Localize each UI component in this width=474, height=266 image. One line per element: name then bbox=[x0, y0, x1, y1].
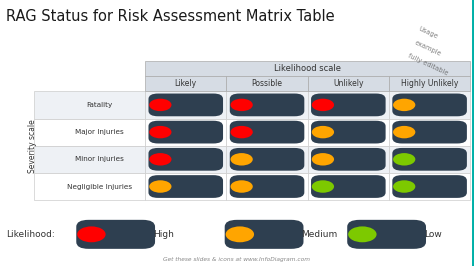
FancyBboxPatch shape bbox=[230, 94, 304, 116]
Text: Unlikely: Unlikely bbox=[333, 79, 364, 88]
Text: Severity scale: Severity scale bbox=[27, 119, 36, 173]
Circle shape bbox=[230, 180, 253, 193]
FancyBboxPatch shape bbox=[35, 91, 145, 119]
FancyBboxPatch shape bbox=[308, 76, 389, 91]
Text: Major Injuries: Major Injuries bbox=[75, 129, 124, 135]
FancyBboxPatch shape bbox=[225, 220, 303, 249]
FancyBboxPatch shape bbox=[227, 76, 308, 91]
Circle shape bbox=[393, 153, 415, 165]
FancyBboxPatch shape bbox=[148, 175, 223, 198]
Circle shape bbox=[393, 99, 415, 111]
FancyBboxPatch shape bbox=[227, 119, 308, 146]
Circle shape bbox=[393, 180, 415, 193]
Text: Get these slides & icons at www.InfoDiagram.com: Get these slides & icons at www.InfoDiag… bbox=[164, 257, 310, 262]
Circle shape bbox=[226, 226, 254, 242]
FancyBboxPatch shape bbox=[311, 175, 386, 198]
FancyBboxPatch shape bbox=[227, 173, 308, 200]
FancyBboxPatch shape bbox=[308, 146, 389, 173]
FancyBboxPatch shape bbox=[389, 119, 470, 146]
Circle shape bbox=[230, 99, 253, 111]
FancyBboxPatch shape bbox=[389, 146, 470, 173]
FancyBboxPatch shape bbox=[145, 119, 227, 146]
Circle shape bbox=[312, 126, 334, 138]
FancyBboxPatch shape bbox=[392, 121, 467, 143]
Text: High: High bbox=[153, 230, 174, 239]
FancyBboxPatch shape bbox=[311, 148, 386, 171]
FancyBboxPatch shape bbox=[148, 121, 223, 143]
FancyBboxPatch shape bbox=[230, 121, 304, 143]
FancyBboxPatch shape bbox=[311, 121, 386, 143]
Text: Likelihood:: Likelihood: bbox=[6, 230, 55, 239]
Text: Possible: Possible bbox=[252, 79, 283, 88]
FancyBboxPatch shape bbox=[145, 146, 227, 173]
Circle shape bbox=[230, 126, 253, 138]
Circle shape bbox=[312, 153, 334, 165]
FancyBboxPatch shape bbox=[227, 91, 308, 119]
FancyBboxPatch shape bbox=[148, 94, 223, 116]
FancyBboxPatch shape bbox=[230, 148, 304, 171]
Text: Likelihood scale: Likelihood scale bbox=[274, 64, 341, 73]
FancyBboxPatch shape bbox=[230, 175, 304, 198]
Circle shape bbox=[312, 99, 334, 111]
FancyBboxPatch shape bbox=[392, 94, 467, 116]
Text: example: example bbox=[413, 40, 442, 57]
FancyBboxPatch shape bbox=[35, 173, 145, 200]
FancyBboxPatch shape bbox=[392, 148, 467, 171]
Circle shape bbox=[312, 180, 334, 193]
FancyBboxPatch shape bbox=[347, 220, 426, 249]
Circle shape bbox=[77, 226, 106, 242]
FancyBboxPatch shape bbox=[148, 148, 223, 171]
FancyBboxPatch shape bbox=[392, 175, 467, 198]
FancyBboxPatch shape bbox=[35, 146, 145, 173]
FancyBboxPatch shape bbox=[308, 91, 389, 119]
Text: Negligible Injuries: Negligible Injuries bbox=[67, 184, 132, 189]
FancyBboxPatch shape bbox=[227, 146, 308, 173]
Circle shape bbox=[230, 153, 253, 165]
FancyBboxPatch shape bbox=[145, 91, 227, 119]
FancyBboxPatch shape bbox=[145, 76, 227, 91]
Text: Minor Injuries: Minor Injuries bbox=[75, 156, 124, 162]
Circle shape bbox=[149, 153, 172, 165]
Circle shape bbox=[393, 126, 415, 138]
FancyBboxPatch shape bbox=[145, 173, 227, 200]
Circle shape bbox=[149, 126, 172, 138]
Text: Low: Low bbox=[424, 230, 442, 239]
FancyBboxPatch shape bbox=[389, 91, 470, 119]
FancyBboxPatch shape bbox=[389, 173, 470, 200]
FancyBboxPatch shape bbox=[35, 119, 145, 146]
FancyBboxPatch shape bbox=[308, 119, 389, 146]
Circle shape bbox=[348, 226, 376, 242]
FancyBboxPatch shape bbox=[389, 76, 470, 91]
Text: Usage: Usage bbox=[417, 26, 438, 40]
Circle shape bbox=[149, 180, 172, 193]
Text: Highly Unlikely: Highly Unlikely bbox=[401, 79, 458, 88]
Text: Medium: Medium bbox=[301, 230, 338, 239]
FancyBboxPatch shape bbox=[308, 173, 389, 200]
Circle shape bbox=[149, 99, 172, 111]
FancyBboxPatch shape bbox=[76, 220, 155, 249]
FancyBboxPatch shape bbox=[311, 94, 386, 116]
FancyBboxPatch shape bbox=[145, 61, 470, 76]
Text: RAG Status for Risk Assessment Matrix Table: RAG Status for Risk Assessment Matrix Ta… bbox=[6, 9, 335, 24]
Text: Fatality: Fatality bbox=[86, 102, 112, 108]
Text: Likely: Likely bbox=[175, 79, 197, 88]
Text: fully editable: fully editable bbox=[407, 53, 449, 76]
